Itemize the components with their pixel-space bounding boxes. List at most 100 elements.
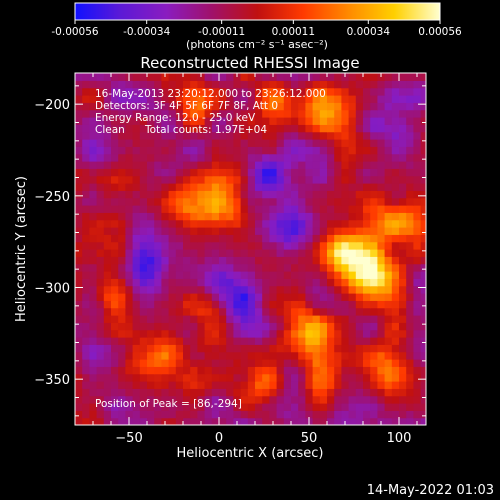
heatmap-cell [312, 175, 321, 184]
heatmap-cell [262, 263, 270, 272]
heatmap-cell [211, 109, 220, 118]
heatmap-cell [247, 80, 256, 89]
heatmap-cell [132, 124, 141, 133]
heatmap-cell [219, 153, 227, 162]
heatmap-cell [183, 241, 191, 250]
heatmap-cell [233, 329, 242, 338]
heatmap-cell [204, 373, 213, 382]
heatmap-cell [161, 205, 170, 213]
heatmap-cell [190, 175, 198, 184]
heatmap-cell [125, 337, 134, 345]
heatmap-cell [291, 124, 299, 133]
heatmap-cell [255, 161, 263, 169]
heatmap-cell [312, 212, 321, 221]
heatmap-cell [118, 381, 126, 389]
heatmap-cell [190, 395, 198, 404]
heatmap-cell [204, 227, 213, 235]
heatmap-cell [305, 329, 314, 338]
heatmap-cell [161, 337, 170, 345]
heatmap-cell [363, 205, 371, 213]
heatmap-cell [183, 417, 191, 425]
heatmap-cell [355, 95, 364, 103]
heatmap-cell [190, 227, 198, 235]
heatmap-cell [96, 175, 105, 184]
heatmap-cell [384, 102, 393, 111]
heatmap-cell [420, 293, 426, 301]
heatmap-cell [341, 205, 350, 213]
heatmap-cell [82, 102, 90, 111]
heatmap-cell [219, 366, 227, 375]
heatmap-cell [269, 87, 278, 96]
heatmap-cell [89, 117, 98, 125]
heatmap-cell [183, 322, 191, 331]
heatmap-cell [420, 373, 426, 382]
heatmap-cell [305, 227, 314, 235]
heatmap-cell [406, 351, 414, 360]
heatmap-cell [413, 109, 422, 118]
heatmap-cell [269, 183, 278, 191]
heatmap-cell [327, 153, 335, 162]
heatmap-cell [406, 139, 414, 147]
heatmap-cell [204, 131, 213, 140]
heatmap-cell [168, 80, 177, 89]
heatmap-cell [103, 197, 112, 206]
heatmap-cell [211, 73, 220, 81]
heatmap-cell [139, 388, 148, 397]
heatmap-cell [363, 219, 371, 228]
heatmap-cell [219, 403, 227, 411]
heatmap-cell [377, 227, 386, 235]
heatmap-cell [348, 337, 357, 345]
heatmap-cell [197, 146, 206, 155]
heatmap-cell [197, 241, 206, 250]
heatmap-cell [175, 359, 184, 367]
heatmap-cell [190, 190, 198, 199]
heatmap-cell [319, 109, 328, 118]
heatmap-cell [391, 109, 400, 118]
heatmap-cell [82, 293, 90, 301]
heatmap-cell [132, 359, 141, 367]
heatmap-cell [384, 95, 393, 103]
heatmap-cell [240, 146, 249, 155]
heatmap-cell [319, 373, 328, 382]
heatmap-cell [103, 381, 112, 389]
heatmap-cell [255, 205, 263, 213]
heatmap-cell [399, 300, 407, 309]
heatmap-cell [247, 109, 256, 118]
heatmap-cell [247, 131, 256, 140]
heatmap-cell [262, 278, 270, 287]
heatmap-cell [132, 234, 141, 243]
heatmap-cell [132, 219, 141, 228]
heatmap-cell [154, 278, 162, 287]
heatmap-cell [413, 168, 422, 177]
heatmap-cell [391, 285, 400, 294]
heatmap-cell [132, 227, 141, 235]
heatmap-cell [161, 139, 170, 147]
heatmap-cell [370, 395, 378, 404]
heatmap-cell [269, 131, 278, 140]
heatmap-cell [413, 234, 422, 243]
heatmap-cell [319, 139, 328, 147]
heatmap-cell [406, 205, 414, 213]
heatmap-cell [161, 344, 170, 353]
heatmap-cell [399, 73, 407, 81]
heatmap-cell [406, 219, 414, 228]
heatmap-cell [75, 285, 83, 294]
heatmap-cell [233, 271, 242, 279]
heatmap-cell [262, 190, 270, 199]
heatmap-cell [377, 117, 386, 125]
heatmap-cell [377, 124, 386, 133]
heatmap-cell [219, 205, 227, 213]
heatmap-cell [190, 95, 198, 103]
heatmap-cell [327, 161, 335, 169]
heatmap-cell [247, 175, 256, 184]
heatmap-cell [283, 271, 292, 279]
heatmap-cell [327, 381, 335, 389]
heatmap-cell [219, 161, 227, 169]
heatmap-cell [355, 183, 364, 191]
heatmap-cell [334, 117, 342, 125]
heatmap-cell [262, 139, 270, 147]
heatmap-cell [75, 168, 83, 177]
heatmap-cell [291, 109, 299, 118]
heatmap-cell [262, 351, 270, 360]
heatmap-cell [89, 359, 98, 367]
